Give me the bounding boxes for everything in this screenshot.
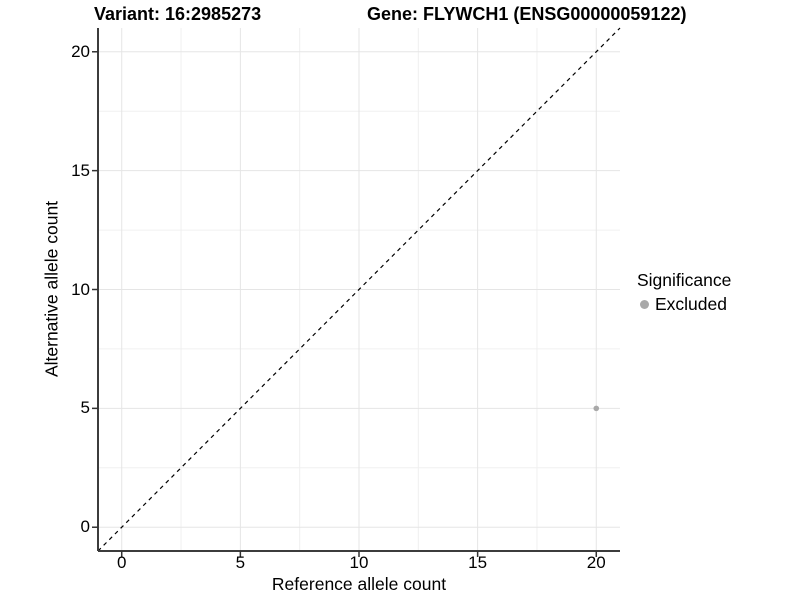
x-axis-title: Reference allele count xyxy=(271,574,447,594)
x-tick-label: 10 xyxy=(349,553,369,572)
legend-title: Significance xyxy=(637,270,732,290)
plot-panel xyxy=(92,27,621,557)
plot-title-gene: Gene: FLYWCH1 (ENSG00000059122) xyxy=(367,4,687,24)
x-tick-label: 0 xyxy=(116,553,127,572)
y-tick-label: 10 xyxy=(71,279,90,299)
y-tick-label: 20 xyxy=(71,41,90,61)
identity-dashed-line xyxy=(97,27,621,552)
y-tick-label: 5 xyxy=(80,398,90,418)
y-tick-label: 15 xyxy=(71,160,90,180)
plot-title-variant: Variant: 16:2985273 xyxy=(94,4,262,24)
plot-svg xyxy=(92,27,621,557)
data-point-excluded xyxy=(593,405,600,412)
y-tick-label: 0 xyxy=(80,517,90,537)
x-tick-label: 5 xyxy=(235,553,246,572)
legend-entry-label: Excluded xyxy=(655,294,727,314)
legend-point-icon xyxy=(640,300,649,309)
legend: Significance Excluded xyxy=(637,270,731,315)
x-tick-label: 15 xyxy=(468,553,488,572)
legend-entry-excluded: Excluded xyxy=(637,294,731,315)
x-tick-label: 20 xyxy=(586,553,606,572)
